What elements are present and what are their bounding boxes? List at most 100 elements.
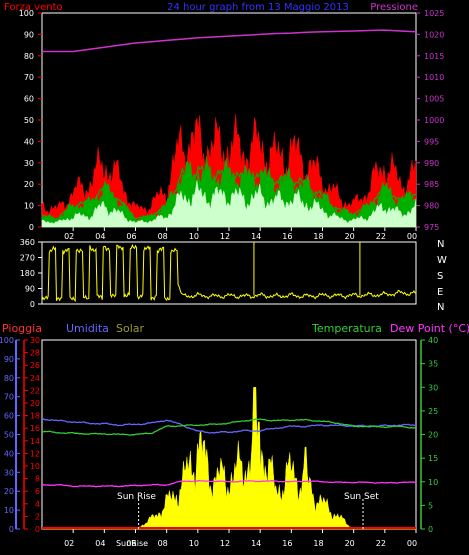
wind-tick-label: 30: [24, 159, 34, 168]
wind-tick-label: 70: [24, 73, 34, 82]
rain-tick-label: 20: [4, 487, 14, 496]
humidity-tick-label: 20: [30, 399, 40, 408]
pressure-tick-label: 1010: [424, 73, 444, 82]
compass-s: S: [437, 271, 443, 282]
temperature-tick-label: 40: [428, 336, 438, 345]
time-tick-label: 12: [220, 539, 230, 548]
rain-tick-label: 50: [4, 431, 14, 440]
wind-low-area: [41, 180, 417, 228]
rain-tick-label: 40: [4, 449, 14, 458]
temperature-tick-label: 20: [428, 431, 438, 440]
dewpoint-line: [41, 479, 417, 488]
wind-tick-label: 10: [24, 202, 34, 211]
time-tick-label: 22: [376, 232, 386, 241]
wind-tick-label: 20: [24, 180, 34, 189]
wind-tick-label: 60: [24, 95, 34, 104]
time-tick-label: 16: [282, 232, 292, 241]
humidity-tick-label: 16: [30, 424, 40, 433]
humidity-tick-label: 28: [30, 349, 40, 358]
pressure-tick-label: 1015: [424, 52, 444, 61]
direction-tick-label: 0: [30, 300, 35, 309]
humidity-tick-label: 2: [35, 512, 40, 521]
time-tick-label: 00: [407, 539, 417, 548]
humidity-tick-label: 0: [35, 525, 40, 534]
time-tick-label: 12: [220, 232, 230, 241]
rain-tick-label: 10: [4, 506, 14, 515]
humidity-line: [41, 417, 417, 434]
direction-tick-label: 270: [20, 254, 35, 263]
pressure-tick-label: 985: [424, 180, 439, 189]
time-tick-label: 14: [251, 232, 261, 241]
rain-tick-label: 0: [9, 525, 14, 534]
humidity-tick-label: 10: [30, 462, 40, 471]
wind-pressure-plot: [41, 29, 417, 228]
time-tick-label: 02: [64, 232, 74, 241]
wind-direction-line: [41, 243, 417, 303]
pressure-tick-label: 980: [424, 202, 439, 211]
humidity-tick-label: 18: [30, 412, 40, 421]
graph-title: 24 hour graph from 13 Maggio 2013: [167, 2, 349, 13]
wind-direction-axes: 0 90 180 270 360: [20, 238, 42, 309]
temperature-tick-label: 15: [428, 454, 438, 463]
temperature-tick-label: 35: [428, 360, 438, 369]
time-tick-label: 22: [376, 539, 386, 548]
wind-tick-label: 100: [19, 9, 34, 18]
rain-tick-label: 90: [4, 355, 14, 364]
time-tick-label: 06: [126, 539, 136, 548]
pressure-tick-label: 1025: [424, 9, 444, 18]
pressure-tick-label: 975: [424, 223, 439, 232]
humidity-tick-label: 24: [30, 374, 40, 383]
humidity-tick-label: 8: [35, 475, 40, 484]
time-tick-label: 20: [345, 232, 355, 241]
pressure-tick-label: 995: [424, 137, 439, 146]
direction-tick-label: 180: [20, 269, 35, 278]
rain-tick-label: 80: [4, 374, 14, 383]
humidity-tick-label: 6: [35, 487, 40, 496]
time-tick-label: 20: [345, 539, 355, 548]
time-tick-label: 18: [313, 539, 323, 548]
time-tick-label: 08: [158, 539, 168, 548]
direction-tick-label: 360: [20, 238, 35, 247]
time-tick-label: 00: [407, 232, 417, 241]
sunset-annotation: Sun Set: [344, 492, 379, 502]
time-tick-label: 04: [95, 539, 105, 548]
temperature-tick-label: 0: [428, 525, 433, 534]
time-tick-label: 04: [95, 232, 105, 241]
wind-tick-label: 80: [24, 52, 34, 61]
wind-pressure-axes: 0102030405060708090100975980985990995100…: [19, 9, 445, 241]
time-tick-label: 10: [189, 232, 199, 241]
time-tick-label: 18: [313, 232, 323, 241]
time-tick-label: 10: [189, 539, 199, 548]
temperature-line: [41, 418, 417, 436]
humidity-tick-label: 30: [30, 336, 40, 345]
rain-tick-label: 30: [4, 468, 14, 477]
direction-tick-label: 90: [25, 285, 35, 294]
compass-w: W: [437, 255, 447, 266]
humidity-tick-label: 14: [30, 437, 40, 446]
sunrise-annotation: Sun Rise: [117, 492, 156, 502]
compass-labels: N W S E N: [437, 239, 447, 313]
wind-tick-label: 0: [29, 223, 34, 232]
temperature-label: Temperatura: [311, 322, 382, 335]
wind-average-line: [41, 165, 417, 220]
time-tick-label: 02: [64, 539, 74, 548]
time-tick-label: 14: [251, 539, 261, 548]
sunrise-axis-label: SunRise: [116, 539, 148, 548]
humidity-label: Umidita: [66, 322, 109, 335]
wind-tick-label: 90: [24, 30, 34, 39]
temperature-tick-label: 25: [428, 407, 438, 416]
temperature-tick-label: 30: [428, 383, 438, 392]
temperature-tick-label: 5: [428, 501, 433, 510]
wind-force-label: Forza vento: [4, 2, 63, 13]
humidity-tick-label: 4: [35, 500, 40, 509]
compass-n-top: N: [437, 239, 444, 250]
solar-area: [42, 387, 416, 530]
pressure-tick-label: 990: [424, 159, 439, 168]
dewpoint-label: Dew Point (°C): [390, 322, 469, 335]
time-tick-label: 06: [126, 232, 136, 241]
wind-tick-label: 40: [24, 137, 34, 146]
pressure-tick-label: 1020: [424, 30, 444, 39]
pressure-label: Pressione: [370, 2, 418, 13]
wind-tick-label: 50: [24, 116, 34, 125]
